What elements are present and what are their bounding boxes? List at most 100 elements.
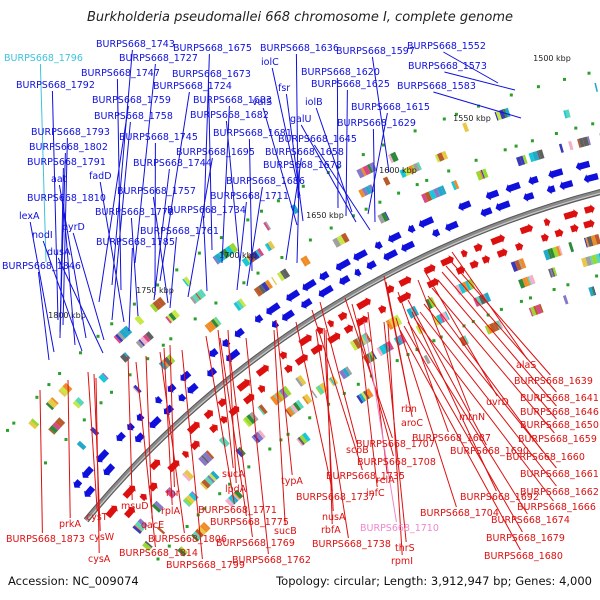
feature-block [149, 303, 159, 313]
feature-block [378, 344, 388, 355]
feature-block [522, 154, 528, 165]
gc-marker [35, 395, 39, 399]
gene-arrow [583, 219, 595, 229]
gene-arrow [485, 189, 500, 201]
gene-arrow [181, 450, 189, 459]
label-connector [315, 329, 349, 539]
gc-marker [591, 122, 595, 126]
gene-label: prkA [59, 519, 81, 530]
label-connector [59, 167, 64, 339]
kbp-tick-label: 1800 kbp [48, 311, 86, 320]
feature-block [236, 300, 244, 310]
gc-marker [425, 178, 429, 182]
label-connector [387, 323, 403, 556]
label-connector [39, 389, 43, 534]
feature-block [519, 258, 527, 269]
gene-label: BURPS668_1683 [193, 95, 272, 106]
label-connector [153, 168, 170, 301]
gene-label: rpmI [391, 556, 413, 567]
feature-block [433, 316, 440, 326]
gene-arrow [528, 175, 539, 186]
backbone-ring [84, 190, 600, 522]
gene-arrow [255, 364, 269, 377]
feature-block [113, 335, 122, 344]
gene-arrow [255, 314, 264, 324]
gene-arrow [418, 216, 435, 229]
feature-block [493, 321, 500, 331]
feature-block [135, 340, 144, 349]
feature-block [232, 493, 240, 501]
label-connector [385, 281, 413, 418]
gene-label: BURPS668_1743 [96, 39, 175, 50]
feature-block [210, 318, 219, 328]
gc-marker [382, 143, 385, 147]
feature-block [303, 393, 313, 404]
gene-label: valS [252, 97, 272, 108]
gene-label: infC [366, 488, 385, 499]
label-connector [37, 271, 50, 361]
feature-block [518, 278, 526, 289]
label-connector [219, 337, 247, 517]
feature-block [475, 170, 483, 181]
gene-label: BURPS668_1757 [117, 186, 196, 197]
feature-block [366, 352, 375, 363]
gene-arrow [286, 289, 301, 302]
feature-block [192, 293, 200, 303]
feature-block [421, 193, 429, 204]
gc-marker [197, 251, 201, 255]
feature-block [258, 284, 267, 294]
gc-marker [361, 153, 365, 157]
feature-block [198, 456, 208, 467]
feature-block [532, 151, 540, 161]
label-connector [39, 63, 47, 263]
outer-block-lane [28, 82, 598, 430]
feature-block [340, 232, 350, 243]
label-connector [159, 351, 185, 534]
feature-block [295, 399, 304, 410]
gc-marker [554, 132, 558, 135]
feature-block [243, 416, 253, 427]
label-connector [437, 279, 557, 420]
feature-block [538, 149, 545, 160]
feature-block [416, 162, 422, 171]
forward-label-connectors [29, 49, 522, 361]
feature-block [393, 314, 403, 326]
feature-block [254, 286, 264, 297]
gene-label: pyrD [62, 222, 85, 233]
gene-label: BURPS668_1629 [337, 118, 416, 129]
gene-arrow [495, 200, 511, 212]
gene-arrow [167, 383, 177, 393]
label-connector [351, 303, 394, 457]
gene-arrow [139, 493, 148, 502]
gene-arrow [236, 378, 250, 392]
feature-block [464, 280, 472, 291]
label-connector [152, 196, 169, 304]
feature-block [261, 281, 270, 292]
feature-block [440, 185, 447, 195]
label-connector [417, 279, 471, 412]
gene-label: BURPS668_1695 [176, 147, 255, 158]
gene-label: iolB [305, 97, 323, 108]
gc-marker [529, 296, 532, 300]
feature-block [253, 288, 260, 297]
feature-block [102, 372, 109, 380]
feature-block [62, 382, 73, 393]
feature-block [49, 425, 59, 434]
label-connector [51, 90, 59, 321]
gene-arrow [458, 200, 472, 212]
feature-block [267, 240, 276, 250]
label-connector [202, 215, 208, 292]
feature-block [167, 487, 177, 496]
feature-block [192, 531, 202, 540]
gc-marker [454, 112, 458, 116]
gene-label: iolC [261, 57, 279, 68]
label-connector [236, 201, 247, 291]
feature-block [319, 382, 329, 393]
feature-block [302, 396, 309, 405]
label-connector [130, 217, 139, 317]
label-connector [127, 355, 133, 501]
feature-block [565, 109, 571, 118]
gc-marker [474, 158, 478, 162]
feature-block [30, 418, 40, 427]
gc-marker [595, 274, 599, 278]
